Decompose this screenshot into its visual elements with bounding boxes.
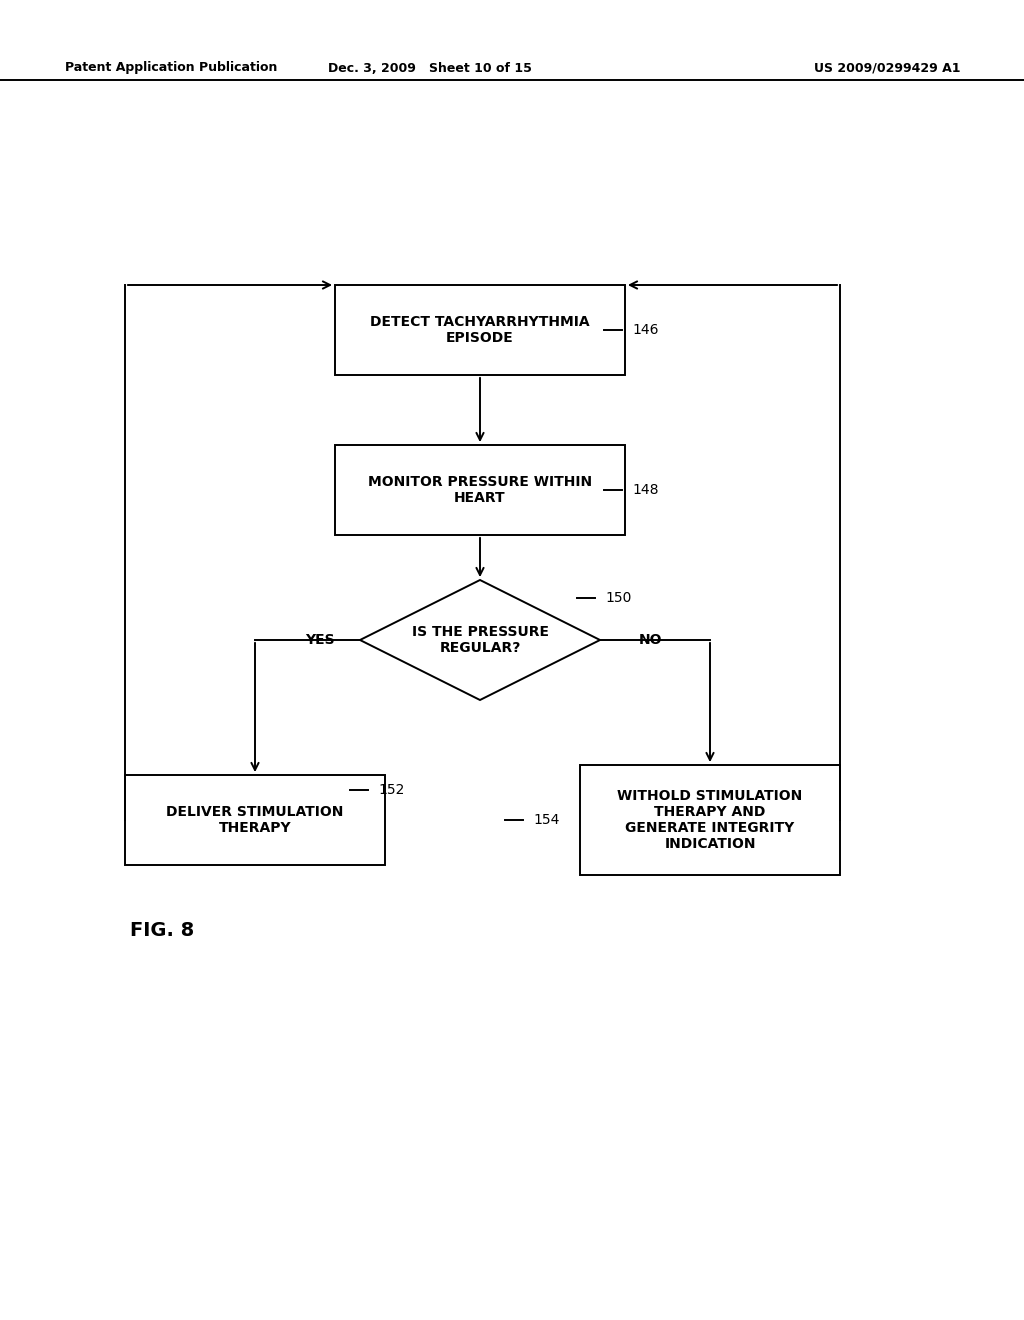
Text: 146: 146	[632, 323, 658, 337]
Text: US 2009/0299429 A1: US 2009/0299429 A1	[813, 62, 961, 74]
Bar	[580, 766, 840, 875]
Text: DETECT TACHYARRHYTHMIA
EPISODE: DETECT TACHYARRHYTHMIA EPISODE	[371, 315, 590, 345]
Text: YES: YES	[305, 634, 335, 647]
Text: 148: 148	[632, 483, 658, 498]
Polygon shape	[360, 579, 600, 700]
Text: DELIVER STIMULATION
THERAPY: DELIVER STIMULATION THERAPY	[166, 805, 344, 836]
Text: 150: 150	[605, 591, 632, 605]
Text: IS THE PRESSURE
REGULAR?: IS THE PRESSURE REGULAR?	[412, 624, 549, 655]
Text: FIG. 8: FIG. 8	[130, 920, 195, 940]
Text: MONITOR PRESSURE WITHIN
HEART: MONITOR PRESSURE WITHIN HEART	[368, 475, 592, 506]
Text: Patent Application Publication: Patent Application Publication	[65, 62, 278, 74]
Text: NO: NO	[638, 634, 662, 647]
Text: 152: 152	[378, 783, 404, 797]
Text: WITHOLD STIMULATION
THERAPY AND
GENERATE INTEGRITY
INDICATION: WITHOLD STIMULATION THERAPY AND GENERATE…	[617, 789, 803, 851]
Text: 154: 154	[534, 813, 559, 828]
Bar	[125, 775, 385, 865]
Text: Dec. 3, 2009   Sheet 10 of 15: Dec. 3, 2009 Sheet 10 of 15	[328, 62, 531, 74]
Bar	[335, 445, 625, 535]
Bar	[335, 285, 625, 375]
